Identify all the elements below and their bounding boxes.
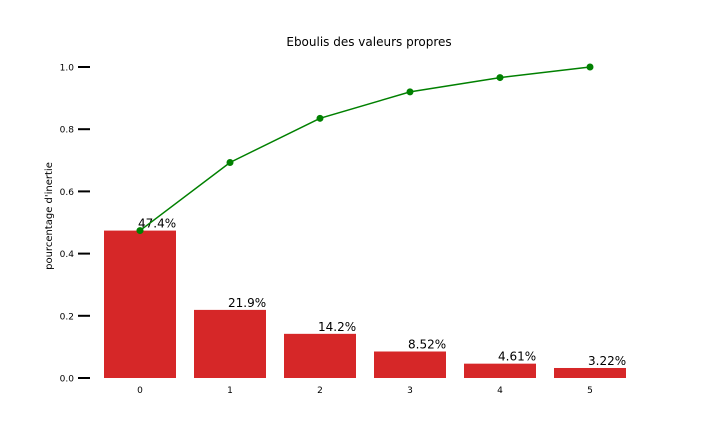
x-tick-label: 3 xyxy=(407,386,413,396)
cumulative-line-series xyxy=(136,63,594,235)
y-tick-label: 0.0 xyxy=(60,375,75,385)
bar-data-label: 3.22% xyxy=(588,354,626,368)
bar-data-label: 14.2% xyxy=(318,320,356,334)
x-tick-label: 1 xyxy=(227,386,233,396)
y-tick-label: 0.2 xyxy=(60,312,74,322)
bar-labels: 47.4% 21.9% 14.2% 8.52% 4.61% 3.22% xyxy=(138,217,626,368)
x-tick-label: 2 xyxy=(317,386,323,396)
bar xyxy=(374,351,446,378)
y-tick-label: 1.0 xyxy=(60,64,75,74)
bar-data-label: 47.4% xyxy=(138,217,176,231)
x-tick-label: 4 xyxy=(497,386,503,396)
bar xyxy=(284,333,356,378)
y-tick-label: 0.8 xyxy=(60,126,75,136)
bar-data-label: 4.61% xyxy=(498,350,536,364)
bar-series xyxy=(104,230,626,378)
y-tick-label: 0.6 xyxy=(60,188,75,198)
y-tick-label: 0.4 xyxy=(60,250,75,260)
x-axis: 0 1 2 3 4 5 xyxy=(137,386,593,396)
y-axis: 0.0 0.2 0.4 0.6 0.8 1.0 xyxy=(60,64,90,385)
cumulative-line xyxy=(139,66,591,232)
cumulative-point xyxy=(496,74,504,82)
x-tick-label: 0 xyxy=(137,386,143,396)
bar xyxy=(104,230,176,378)
bar-data-label: 21.9% xyxy=(228,296,266,310)
bar xyxy=(464,363,536,378)
bar xyxy=(194,309,266,378)
y-axis-label: pourcentage d'inertie xyxy=(44,162,55,270)
cumulative-point xyxy=(136,227,144,235)
cumulative-point xyxy=(406,88,414,96)
cumulative-point xyxy=(316,114,324,122)
bar-data-label: 8.52% xyxy=(408,338,446,352)
bar xyxy=(554,367,626,378)
x-tick-label: 5 xyxy=(587,386,593,396)
chart-title: Eboulis des valeurs propres xyxy=(286,35,451,49)
cumulative-point xyxy=(586,63,594,71)
cumulative-point xyxy=(226,158,234,166)
